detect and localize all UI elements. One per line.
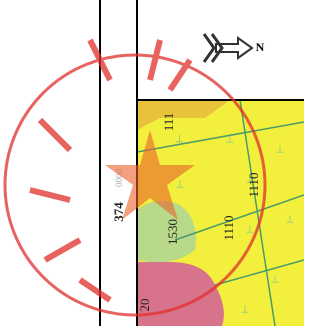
parcel-label: 1530 bbox=[165, 219, 180, 245]
north-label: N bbox=[256, 40, 265, 54]
parcel-label: 111 bbox=[161, 113, 176, 132]
parcel-label: 1110 bbox=[246, 172, 261, 197]
svg-text:ᅟ⊥: ᅟ⊥ bbox=[165, 134, 184, 145]
map-view: ᅟ⊥⊥⊥ ⊥⊥⊥ ⊥⊥⊥ N 374 0000 111 1110 1110 15… bbox=[0, 0, 304, 326]
svg-text:⊥: ⊥ bbox=[286, 214, 295, 225]
svg-text:⊥: ⊥ bbox=[271, 274, 280, 285]
svg-text:⊥: ⊥ bbox=[176, 179, 185, 190]
svg-text:⊥: ⊥ bbox=[246, 224, 255, 235]
svg-text:⊥: ⊥ bbox=[276, 144, 285, 155]
coordinate-label: 374 bbox=[111, 202, 126, 222]
svg-text:⊥: ⊥ bbox=[241, 304, 250, 315]
parcel-label: 20 bbox=[137, 299, 152, 312]
parcel-label: 1110 bbox=[221, 215, 236, 240]
svg-text:⊥: ⊥ bbox=[226, 134, 235, 145]
map-area: ᅟ⊥⊥⊥ ⊥⊥⊥ ⊥⊥⊥ bbox=[137, 100, 304, 326]
